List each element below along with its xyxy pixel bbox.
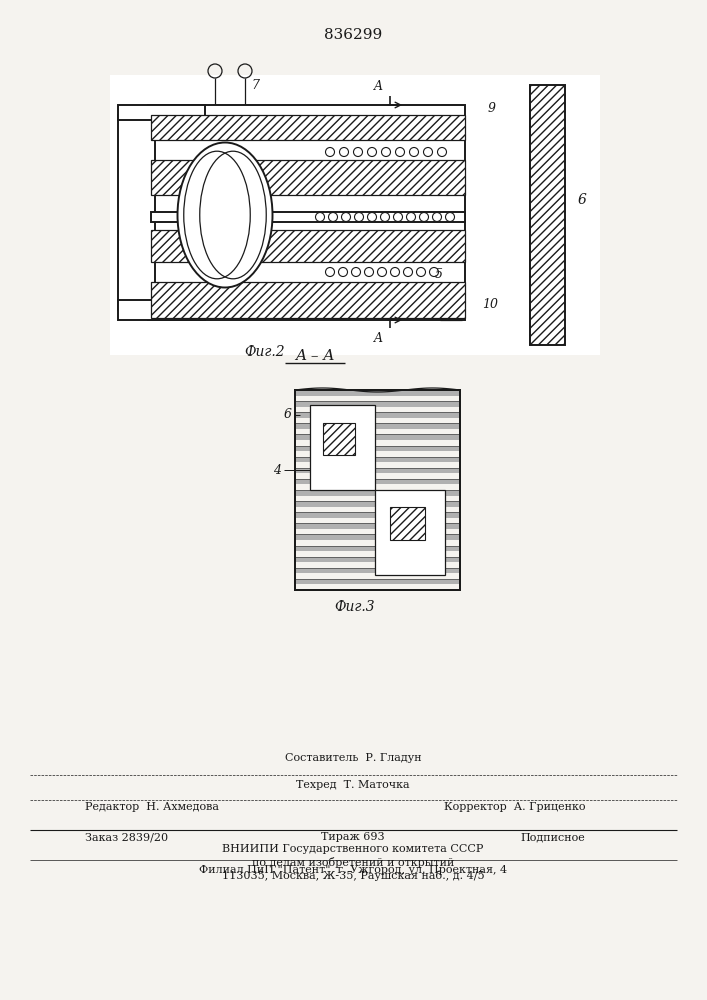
Polygon shape	[530, 85, 565, 345]
Text: 4: 4	[273, 464, 281, 477]
Polygon shape	[295, 501, 460, 507]
Polygon shape	[295, 434, 460, 440]
Polygon shape	[148, 105, 465, 320]
Text: Составитель  Р. Гладун: Составитель Р. Гладун	[285, 753, 421, 763]
Polygon shape	[110, 75, 600, 355]
Text: Подписное: Подписное	[520, 832, 585, 842]
Polygon shape	[151, 282, 465, 318]
Polygon shape	[295, 446, 460, 451]
Polygon shape	[151, 115, 465, 140]
Polygon shape	[390, 507, 425, 540]
Text: Редактор  Н. Ахмедова: Редактор Н. Ахмедова	[85, 802, 219, 812]
Text: A: A	[373, 332, 382, 345]
Polygon shape	[295, 390, 460, 396]
Polygon shape	[295, 457, 460, 462]
Polygon shape	[151, 160, 465, 195]
Text: 6: 6	[578, 193, 587, 207]
Polygon shape	[295, 468, 460, 473]
Polygon shape	[295, 534, 460, 540]
Polygon shape	[118, 115, 155, 310]
Polygon shape	[295, 401, 460, 407]
Polygon shape	[310, 405, 375, 490]
Polygon shape	[295, 412, 460, 418]
Text: Заказ 2839/20: Заказ 2839/20	[85, 832, 168, 842]
Text: 10: 10	[482, 298, 498, 312]
Polygon shape	[295, 568, 460, 573]
Text: Техред  Т. Маточка: Техред Т. Маточка	[296, 780, 410, 790]
Polygon shape	[375, 490, 445, 575]
Text: 9: 9	[488, 102, 496, 114]
Text: A – A: A – A	[296, 349, 334, 363]
Text: 5: 5	[435, 268, 443, 282]
Text: Тираж 693: Тираж 693	[321, 832, 385, 842]
Text: Филиал ПиП "Патент", г. Ужгород, ул. Проектная, 4: Филиал ПиП "Патент", г. Ужгород, ул. Про…	[199, 865, 507, 875]
Polygon shape	[323, 423, 355, 455]
Polygon shape	[295, 512, 460, 518]
Polygon shape	[295, 423, 460, 429]
Polygon shape	[295, 579, 460, 584]
Text: 113035, Москва, Ж-35, Раушская наб., д. 4/5: 113035, Москва, Ж-35, Раушская наб., д. …	[222, 870, 484, 881]
Polygon shape	[118, 105, 205, 120]
Text: 6: 6	[284, 408, 292, 422]
Polygon shape	[151, 212, 465, 222]
Text: 8: 8	[317, 128, 325, 141]
Text: Фиг.2: Фиг.2	[245, 345, 286, 359]
Ellipse shape	[177, 142, 272, 288]
Text: Корректор  А. Гриценко: Корректор А. Гриценко	[443, 802, 585, 812]
Text: 5: 5	[432, 496, 440, 510]
Polygon shape	[295, 479, 460, 484]
Text: Фиг.3: Фиг.3	[334, 600, 375, 614]
Text: 836299: 836299	[324, 28, 382, 42]
Polygon shape	[295, 546, 460, 551]
Text: по делам изобретений и открытий: по делам изобретений и открытий	[252, 857, 454, 868]
Text: 4: 4	[435, 123, 443, 136]
Text: ВНИИПИ Государственного комитета СССР: ВНИИПИ Государственного комитета СССР	[222, 844, 484, 854]
Text: A: A	[373, 80, 382, 93]
Text: 7: 7	[251, 79, 259, 92]
Polygon shape	[295, 490, 460, 496]
Polygon shape	[295, 523, 460, 529]
Polygon shape	[151, 230, 465, 262]
Polygon shape	[118, 300, 205, 320]
Polygon shape	[295, 557, 460, 562]
